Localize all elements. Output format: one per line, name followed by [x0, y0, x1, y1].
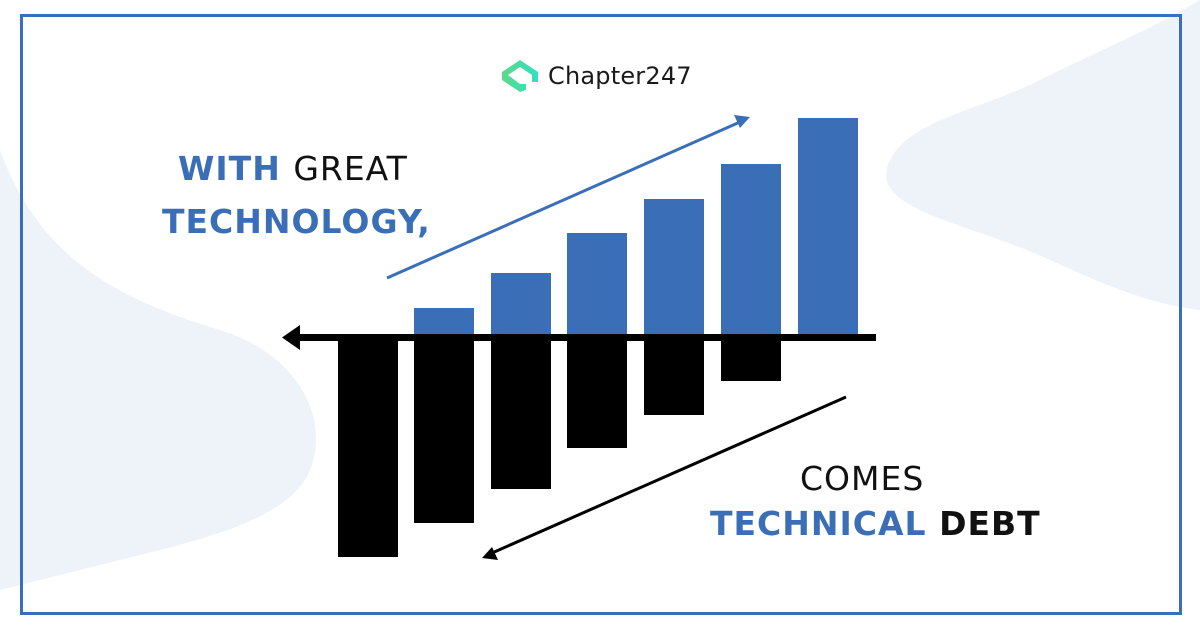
growth-bar [567, 233, 627, 336]
debt-bar [721, 340, 781, 381]
growth-bar [414, 308, 474, 336]
growth-bar [721, 164, 781, 336]
debt-bar [567, 340, 627, 448]
frame-border [20, 14, 1182, 615]
headline-accent: TECHNICAL [710, 504, 927, 543]
debt-bar [644, 340, 704, 415]
growth-arrow [386, 115, 750, 280]
headline-bottom-line2: TECHNICAL DEBT [710, 507, 1041, 540]
headline-text: DEBT [939, 504, 1041, 543]
debt-bar [491, 340, 551, 489]
chapter247-logo-icon [502, 60, 538, 92]
headline-accent: WITH [178, 149, 281, 188]
debt-arrow [482, 395, 847, 560]
headline-text: GREAT [293, 149, 408, 188]
headline-bottom-line1: COMES [800, 459, 925, 498]
brand-name: Chapter247 [548, 62, 692, 90]
headline-top-line2: TECHNOLOGY, [162, 202, 431, 241]
brand-logo: Chapter247 [498, 56, 692, 96]
debt-bar [414, 340, 474, 523]
growth-bar [491, 273, 551, 336]
growth-bar [798, 118, 858, 336]
growth-bar [644, 199, 704, 336]
baseline-arrow [282, 325, 876, 350]
debt-bar [338, 340, 398, 557]
headline-top-line1: WITH GREAT [178, 152, 408, 185]
